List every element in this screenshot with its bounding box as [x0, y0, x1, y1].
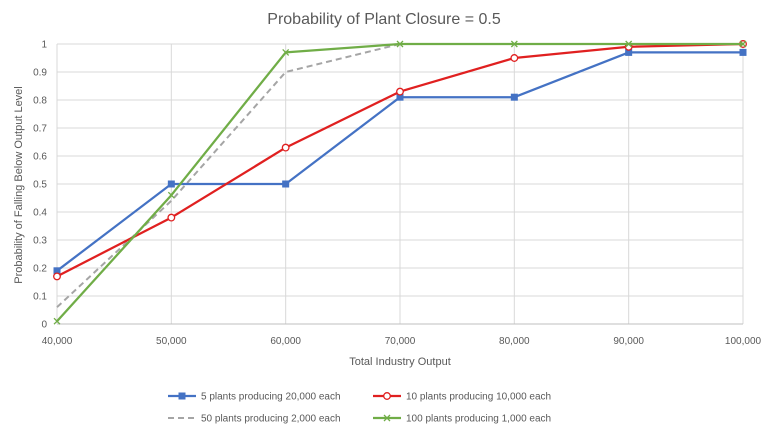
y-tick-label: 0: [41, 320, 47, 331]
y-tick-label: 0.5: [33, 180, 47, 191]
circle-marker: [281, 143, 290, 152]
legend-item-4: 100 plants producing 1,000 each: [373, 414, 551, 425]
circle-marker: [53, 272, 61, 281]
x-axis-title: Total Industry Output: [349, 356, 451, 368]
x-marker: [396, 40, 404, 48]
square-marker: [53, 267, 61, 275]
x-marker: [167, 191, 175, 199]
square-marker: [178, 392, 186, 400]
series-lines: [53, 40, 747, 325]
y-tick-label: 0.2: [33, 264, 47, 275]
square-marker: [167, 180, 175, 188]
circle-marker: [510, 54, 519, 62]
series-4: [53, 40, 747, 325]
x-marker: [53, 317, 61, 325]
x-marker: [383, 414, 391, 422]
y-axis-title: Probability of Falling Below Output Leve…: [13, 86, 25, 284]
y-tick-label: 0.4: [33, 208, 47, 219]
x-tick-label: 90,000: [613, 336, 644, 347]
square-marker: [396, 93, 404, 101]
x-marker: [282, 48, 290, 56]
series-1: [53, 48, 747, 275]
y-tick-label: 1: [41, 40, 47, 51]
chart-title: Probability of Plant Closure = 0.5: [267, 11, 501, 28]
tick-labels: 0 0.1 0.2 0.3 0.4 0.5 0.6 0.7 0.8 0.9 1 40,000 50,00…: [33, 40, 761, 348]
circle-marker: [396, 87, 404, 96]
square-marker: [282, 180, 290, 188]
legend-label: 10 plants producing 10,000 each: [406, 392, 551, 403]
square-marker: [510, 93, 518, 101]
legend-item-2: 10 plants producing 10,000 each: [373, 392, 551, 403]
y-tick-label: 0.8: [33, 96, 47, 107]
x-tick-label: 60,000: [270, 336, 301, 347]
legend: 5 plants producing 20,000 each 10 plants …: [168, 392, 551, 425]
y-tick-label: 0.3: [33, 236, 47, 247]
circle-marker: [167, 213, 176, 222]
legend-label: 5 plants producing 20,000 each: [201, 392, 341, 403]
x-tick-label: 80,000: [499, 336, 530, 347]
grid-lines: [57, 43, 744, 324]
x-tick-label: 40,000: [42, 336, 73, 347]
y-tick-label: 0.6: [33, 152, 47, 163]
legend-item-3: 50 plants producing 2,000 each: [168, 414, 341, 425]
x-marker: [625, 40, 633, 48]
legend-label: 50 plants producing 2,000 each: [201, 414, 341, 425]
x-marker: [739, 40, 747, 48]
x-tick-label: 70,000: [385, 336, 416, 347]
y-tick-label: 0.7: [33, 124, 47, 135]
square-marker: [625, 48, 633, 56]
x-tick-label: 50,000: [156, 336, 187, 347]
x-marker: [510, 40, 518, 48]
square-marker: [739, 48, 747, 56]
circle-marker: [383, 392, 391, 400]
legend-item-1: 5 plants producing 20,000 each: [168, 392, 341, 403]
legend-label: 100 plants producing 1,000 each: [406, 414, 551, 425]
y-tick-label: 0.1: [33, 292, 47, 303]
y-tick-label: 0.9: [33, 68, 47, 79]
x-tick-label: 100,000: [725, 336, 762, 347]
